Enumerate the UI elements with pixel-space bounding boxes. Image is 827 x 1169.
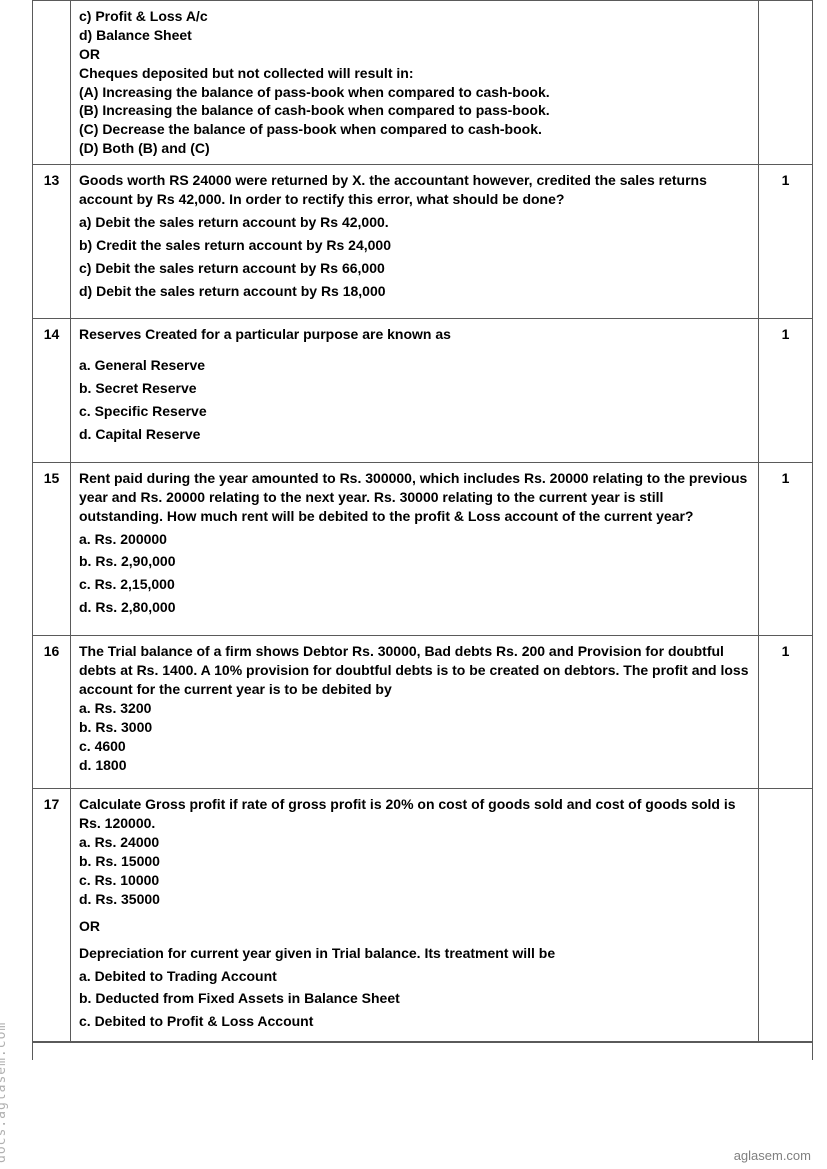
table-row: 13 Goods worth RS 24000 were returned by… xyxy=(33,165,813,319)
table-row: 17 Calculate Gross profit if rate of gro… xyxy=(33,789,813,1042)
watermark-left: docs.aglasem.com xyxy=(0,1022,9,1163)
q-text: Depreciation for current year given in T… xyxy=(79,944,750,963)
q-line: Cheques deposited but not collected will… xyxy=(79,64,750,83)
q-option: d. Capital Reserve xyxy=(79,425,750,444)
footer-bar xyxy=(32,1042,813,1060)
q-option: c. Debited to Profit & Loss Account xyxy=(79,1012,750,1031)
q-number: 16 xyxy=(33,636,71,789)
table-row: c) Profit & Loss A/c d) Balance Sheet OR… xyxy=(33,1,813,165)
q-line: d) Balance Sheet xyxy=(79,26,750,45)
q-option: a. Debited to Trading Account xyxy=(79,967,750,986)
q-option: b. Secret Reserve xyxy=(79,379,750,398)
q-option: b) Credit the sales return account by Rs… xyxy=(79,236,750,255)
q-line: (D) Both (B) and (C) xyxy=(79,139,750,158)
q-option: c) Debit the sales return account by Rs … xyxy=(79,259,750,278)
table-row: 15 Rent paid during the year amounted to… xyxy=(33,462,813,635)
q-number: 13 xyxy=(33,165,71,319)
q-option: c. Rs. 2,15,000 xyxy=(79,575,750,594)
q-mark: 1 xyxy=(759,462,813,635)
q-option: d. Rs. 2,80,000 xyxy=(79,598,750,617)
q-content: The Trial balance of a firm shows Debtor… xyxy=(71,636,759,789)
q-option: b. Rs. 15000 xyxy=(79,852,750,871)
q-content: c) Profit & Loss A/c d) Balance Sheet OR… xyxy=(71,1,759,165)
q-or: OR xyxy=(79,917,750,936)
q-text: Rent paid during the year amounted to Rs… xyxy=(79,469,750,526)
q-text: Calculate Gross profit if rate of gross … xyxy=(79,795,750,833)
q-number: 17 xyxy=(33,789,71,1042)
watermark-right: aglasem.com xyxy=(734,1148,811,1163)
q-mark: 1 xyxy=(759,319,813,462)
q-mark xyxy=(759,1,813,165)
q-number xyxy=(33,1,71,165)
q-option: c. Rs. 10000 xyxy=(79,871,750,890)
q-option: b. Rs. 2,90,000 xyxy=(79,552,750,571)
q-option: b. Deducted from Fixed Assets in Balance… xyxy=(79,989,750,1008)
q-content: Calculate Gross profit if rate of gross … xyxy=(71,789,759,1042)
q-text: Goods worth RS 24000 were returned by X.… xyxy=(79,171,750,209)
q-line: (A) Increasing the balance of pass-book … xyxy=(79,83,750,102)
q-option: d. Rs. 35000 xyxy=(79,890,750,909)
q-line: (B) Increasing the balance of cash-book … xyxy=(79,101,750,120)
q-option: d) Debit the sales return account by Rs … xyxy=(79,282,750,301)
table-row: 14 Reserves Created for a particular pur… xyxy=(33,319,813,462)
q-option: a. Rs. 3200 xyxy=(79,699,750,718)
question-table: c) Profit & Loss A/c d) Balance Sheet OR… xyxy=(32,0,813,1042)
q-mark: 1 xyxy=(759,636,813,789)
q-content: Reserves Created for a particular purpos… xyxy=(71,319,759,462)
q-option: c. 4600 xyxy=(79,737,750,756)
q-content: Goods worth RS 24000 were returned by X.… xyxy=(71,165,759,319)
q-text: Reserves Created for a particular purpos… xyxy=(79,325,750,344)
q-line: c) Profit & Loss A/c xyxy=(79,7,750,26)
q-option: a. Rs. 24000 xyxy=(79,833,750,852)
q-content: Rent paid during the year amounted to Rs… xyxy=(71,462,759,635)
q-option: a. Rs. 200000 xyxy=(79,530,750,549)
q-line: (C) Decrease the balance of pass-book wh… xyxy=(79,120,750,139)
q-mark: 1 xyxy=(759,165,813,319)
q-option: b. Rs. 3000 xyxy=(79,718,750,737)
q-number: 14 xyxy=(33,319,71,462)
q-option: d. 1800 xyxy=(79,756,750,775)
table-row: 16 The Trial balance of a firm shows Deb… xyxy=(33,636,813,789)
q-option: a. General Reserve xyxy=(79,356,750,375)
q-number: 15 xyxy=(33,462,71,635)
q-line: OR xyxy=(79,45,750,64)
q-option: c. Specific Reserve xyxy=(79,402,750,421)
q-text: The Trial balance of a firm shows Debtor… xyxy=(79,642,750,699)
q-mark xyxy=(759,789,813,1042)
q-option: a) Debit the sales return account by Rs … xyxy=(79,213,750,232)
